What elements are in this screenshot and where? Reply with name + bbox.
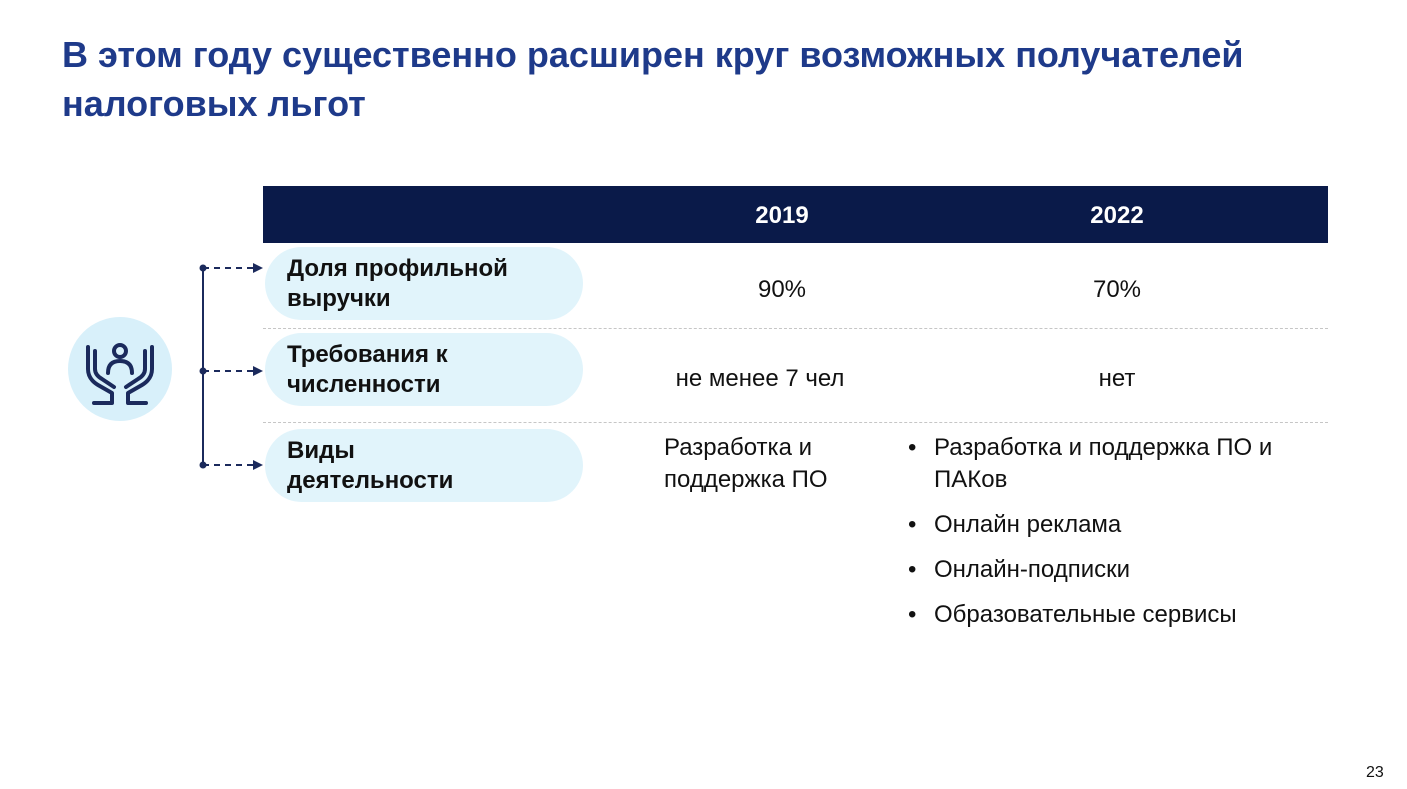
row-divider	[263, 422, 1328, 423]
activities-list: Разработка и поддержка ПО и ПАКов Онлайн…	[904, 432, 1324, 631]
cell-2019-activities: Разработка и поддержка ПО	[664, 434, 828, 493]
table-header: 2019 2022	[263, 186, 1328, 243]
column-header-2022: 2022	[1090, 202, 1144, 229]
row-label-text: Виды деятельности	[287, 436, 454, 494]
row-label-text: Доля профильной выручки	[287, 254, 508, 312]
column-header-2019: 2019	[755, 202, 809, 229]
list-item: Онлайн-подписки	[904, 554, 1324, 586]
cell-2022-activities: Разработка и поддержка ПО и ПАКов Онлайн…	[904, 432, 1324, 644]
slide-title: В этом году существенно расширен круг во…	[62, 34, 1244, 124]
row-label-headcount: Требования к численности	[265, 333, 583, 406]
row-label-text: Требования к численности	[287, 340, 448, 398]
row-divider	[263, 328, 1328, 329]
list-item: Образовательные сервисы	[904, 599, 1324, 631]
page-number: 23	[1366, 764, 1384, 781]
row-label-activities: Виды деятельности	[265, 429, 583, 502]
hands-people-icon	[68, 317, 172, 421]
cell-2022-headcount: нет	[1098, 365, 1136, 392]
connector-arrows	[199, 263, 263, 470]
cell-2022-revenue-share: 70%	[1092, 276, 1142, 303]
list-item: Разработка и поддержка ПО и ПАКов	[904, 432, 1324, 496]
cell-2019-headcount: не менее 7 чел	[675, 365, 845, 392]
cell-2019-revenue-share: 90%	[757, 276, 807, 303]
list-item: Онлайн реклама	[904, 509, 1324, 541]
row-label-revenue-share: Доля профильной выручки	[265, 247, 583, 320]
